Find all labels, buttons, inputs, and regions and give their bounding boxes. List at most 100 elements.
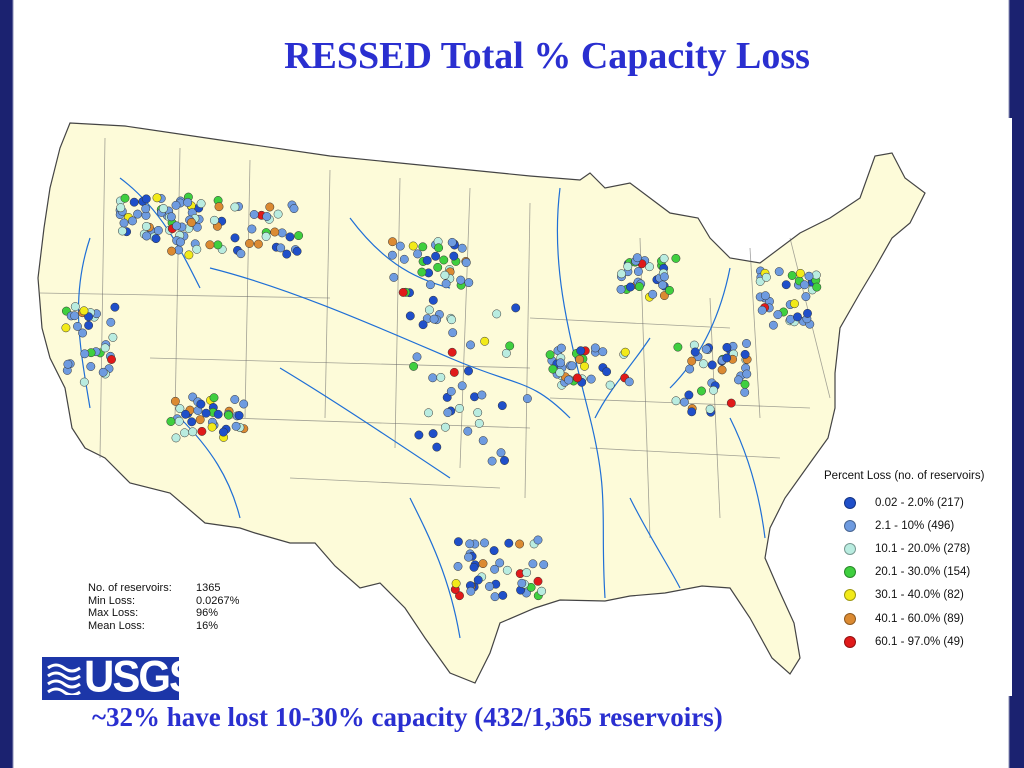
reservoir-marker — [453, 537, 463, 547]
reservoir-marker — [277, 228, 287, 238]
reservoir-marker — [455, 403, 464, 413]
reservoir-marker — [811, 270, 821, 280]
stats-row: No. of reservoirs: 1365 — [88, 582, 239, 595]
reservoir-marker — [289, 204, 299, 214]
reservoir-marker — [197, 426, 207, 436]
reservoir-marker — [517, 578, 527, 588]
legend-swatch — [844, 496, 856, 509]
reservoir-marker — [722, 342, 732, 352]
reservoir-marker — [207, 422, 217, 432]
reservoir-marker — [424, 408, 433, 418]
reservoir-marker — [205, 240, 215, 250]
reservoir-marker — [575, 355, 585, 364]
reservoir-marker — [774, 267, 784, 277]
reservoir-marker — [590, 343, 600, 353]
reservoir-marker — [196, 399, 206, 409]
reservoir-marker — [446, 386, 456, 396]
legend-item: 20.1 - 30.0% (154) — [824, 561, 1014, 584]
reservoir-marker — [671, 253, 681, 263]
reservoir-marker — [443, 408, 453, 418]
reservoir-marker — [501, 348, 511, 358]
reservoir-marker — [478, 559, 488, 569]
reservoir-marker — [171, 200, 181, 210]
reservoir-marker — [276, 243, 286, 253]
reservoir-marker — [793, 312, 802, 322]
reservoir-marker — [576, 346, 586, 356]
reservoir-marker — [500, 456, 509, 465]
reservoir-marker — [605, 380, 615, 390]
reservoir-marker — [73, 321, 82, 331]
reservoir-marker — [86, 362, 96, 371]
reservoir-marker — [537, 586, 547, 596]
reservoir-marker — [625, 282, 635, 292]
reservoir-marker — [522, 568, 532, 578]
legend-label: 60.1 - 97.0% (49) — [875, 635, 964, 648]
reservoir-marker — [673, 342, 683, 352]
reservoir-marker — [624, 377, 634, 387]
reservoir-marker — [418, 320, 428, 330]
reservoir-marker — [180, 428, 190, 438]
reservoir-marker — [449, 251, 459, 261]
reservoir-marker — [492, 309, 502, 319]
legend-swatch — [844, 542, 856, 555]
reservoir-marker — [463, 426, 473, 436]
reservoir-marker — [659, 254, 669, 263]
reservoir-marker — [234, 411, 244, 420]
stats-label: No. of reservoirs: — [88, 582, 172, 594]
reservoir-marker — [648, 289, 658, 299]
reservoir-marker — [422, 255, 432, 265]
reservoir-marker — [440, 422, 450, 432]
reservoir-marker — [106, 317, 116, 327]
slide-title: RESSED Total % Capacity Loss — [284, 35, 810, 77]
reservoir-marker — [108, 332, 118, 342]
reservoir-marker — [133, 209, 143, 219]
reservoir-marker — [490, 592, 500, 602]
reservoir-marker — [447, 347, 457, 357]
reservoir-marker — [697, 386, 706, 396]
legend-item: 0.02 - 2.0% (217) — [824, 491, 1014, 514]
reservoir-marker — [451, 579, 461, 588]
reservoir-marker — [556, 358, 565, 368]
reservoir-marker — [470, 392, 479, 402]
reservoir-marker — [428, 373, 438, 383]
usgs-logo: USGS — [42, 652, 197, 701]
stats-label: Mean Loss: — [88, 620, 145, 633]
reservoir-marker — [79, 306, 89, 316]
reservoir-marker — [218, 427, 228, 437]
reservoir-marker — [803, 308, 812, 318]
reservoir-marker — [141, 221, 151, 231]
legend-label: 20.1 - 30.0% (154) — [875, 566, 971, 579]
stats-label: Max Loss: — [88, 607, 139, 620]
reservoir-marker — [556, 343, 566, 353]
reservoir-marker — [487, 456, 497, 466]
reservoir-marker — [726, 398, 736, 408]
reservoir-marker — [230, 202, 240, 212]
reservoir-marker — [262, 212, 272, 221]
reservoir-map — [37, 122, 926, 684]
reservoir-marker — [249, 210, 259, 219]
reservoir-marker — [110, 302, 120, 312]
reservoir-marker — [166, 212, 176, 222]
reservoir-marker — [490, 564, 500, 574]
reservoir-marker — [449, 367, 459, 377]
reservoir-marker — [440, 270, 450, 280]
reservoir-marker — [740, 379, 750, 389]
reservoir-marker — [455, 591, 464, 601]
reservoir-marker — [679, 397, 689, 407]
reservoir-marker — [495, 558, 505, 568]
reservoir-marker — [152, 193, 162, 203]
stats-value: 16% — [196, 620, 219, 633]
reservoir-marker — [453, 561, 463, 571]
reservoir-marker — [687, 407, 697, 417]
reservoir-marker — [142, 231, 152, 241]
legend-title: Percent Loss (no. of reservoirs) — [824, 470, 985, 482]
reservoir-marker — [79, 377, 89, 387]
reservoir-marker — [129, 197, 139, 207]
reservoir-marker — [572, 373, 582, 383]
reservoir-marker — [602, 367, 612, 377]
reservoir-marker — [533, 576, 543, 586]
reservoir-marker — [598, 347, 608, 357]
reservoir-marker — [497, 401, 507, 411]
legend-label: 2.1 - 10% (496) — [875, 519, 955, 532]
reservoir-marker — [504, 538, 514, 548]
